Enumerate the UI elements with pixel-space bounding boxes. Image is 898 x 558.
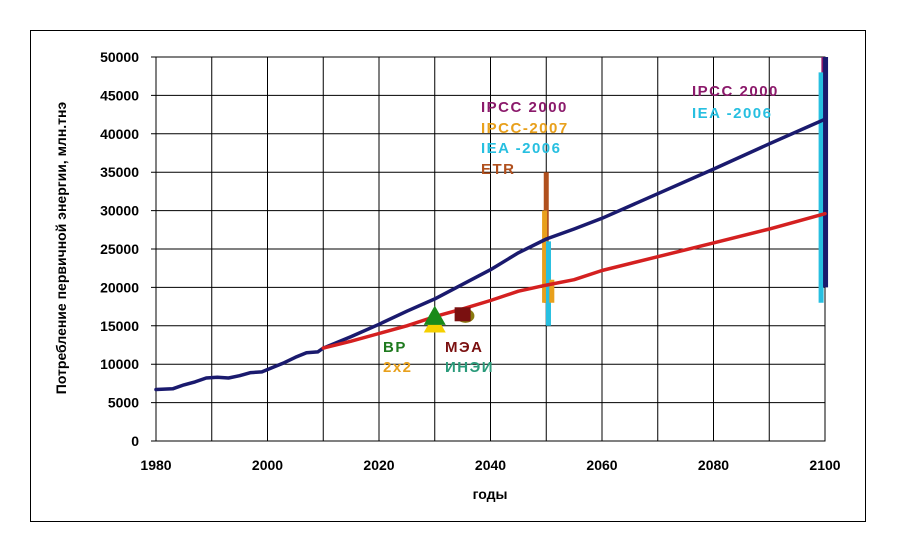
y-tick-label: 0 [131, 433, 139, 449]
annotation-bp: BP [383, 339, 407, 356]
y-tick-label: 25000 [100, 241, 139, 257]
x-tick-label: 2040 [475, 457, 506, 473]
annotation-iea-2006-2100: IEA -2006 [692, 105, 772, 122]
range-bars [542, 57, 829, 326]
square-marker [454, 307, 471, 322]
x-tick-label: 2080 [698, 457, 729, 473]
annotations: IPCC 2000 IPCC-2007 IEA -2006 ETR IPCC 2… [383, 83, 779, 376]
x-tick-label: 2060 [586, 457, 617, 473]
annotation-etr-2050: ETR [481, 161, 516, 178]
x-tick-label: 1980 [140, 457, 171, 473]
y-tick-label: 50000 [100, 49, 139, 65]
x-tick-label: 2100 [809, 457, 840, 473]
y-tick-label: 15000 [100, 318, 139, 334]
chart-frame [30, 30, 866, 522]
y-tick-label: 10000 [100, 356, 139, 372]
series-lines [154, 117, 827, 392]
y-tick-label: 20000 [100, 279, 139, 295]
y-tick-label: 5000 [108, 395, 139, 411]
forecast-markers [423, 305, 475, 333]
grid [151, 56, 826, 442]
lower-series-line [321, 211, 827, 350]
annotation-ipcc-2000-2100: IPCC 2000 [692, 83, 779, 100]
annotation-ipcc-2007-2050: IPCC-2007 [481, 120, 569, 137]
y-tick-label: 40000 [100, 126, 139, 142]
tick-labels: 1980 2000 2020 2040 2060 2080 2100 0 5000 10000 15… [100, 49, 841, 473]
y-tick-label: 30000 [100, 203, 139, 219]
annotation-inei: ИНЭИ [445, 359, 494, 376]
x-tick-label: 2020 [363, 457, 394, 473]
triangle-marker [423, 305, 446, 325]
x-axis-title: годы [473, 486, 508, 502]
annotation-iea-2006-2050: IEA -2006 [481, 140, 561, 157]
annotation-ipcc-2000-2050: IPCC 2000 [481, 99, 568, 116]
annotation-2x2: 2x2 [383, 359, 413, 376]
y-tick-label: 45000 [100, 87, 139, 103]
y-tick-label: 35000 [100, 164, 139, 180]
x-tick-label: 2000 [252, 457, 283, 473]
annotation-mea: МЭА [445, 339, 484, 356]
y-axis-title: Потребление первичной энергии, млн.тнэ [53, 102, 69, 395]
upper-series-line [154, 117, 827, 392]
